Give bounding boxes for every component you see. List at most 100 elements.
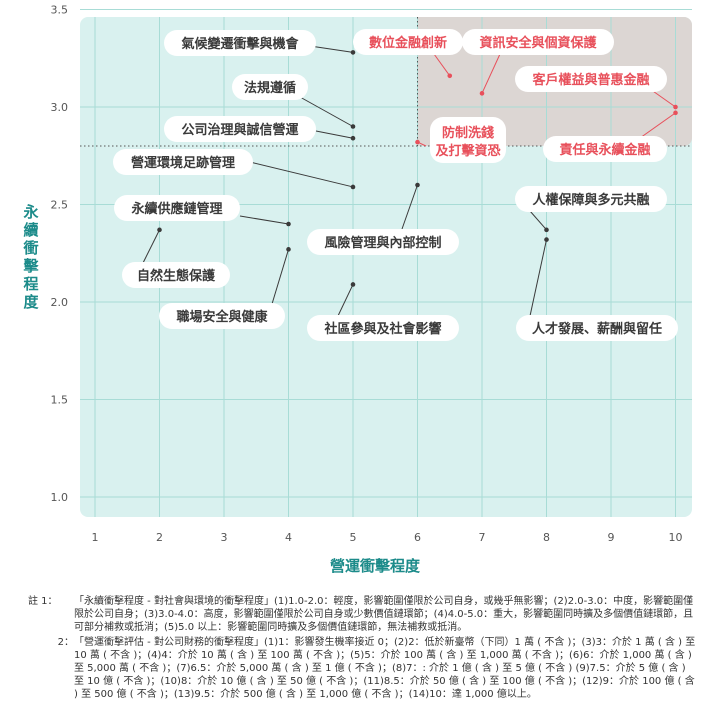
leader-line: [481, 53, 501, 94]
leader-line: [649, 88, 676, 108]
x-tick-label: 7: [479, 531, 486, 544]
x-tick-label: 6: [414, 531, 421, 544]
leader-line: [271, 249, 289, 305]
point-label: 社區參與及社會影響: [323, 321, 441, 337]
leader-line: [299, 96, 354, 127]
leader-line: [639, 112, 676, 139]
leader-line: [336, 284, 354, 319]
point-label-box: [516, 315, 678, 341]
data-point-group: 客戶權益與普惠金融: [515, 66, 678, 110]
data-point-group: 人權保障與多元共融: [515, 186, 667, 233]
x-tick-label: 2: [156, 531, 163, 544]
leader-line: [249, 161, 354, 188]
x-tick-label: 9: [608, 531, 615, 544]
point-label: 氣候變遷衝擊與機會: [181, 36, 299, 52]
leader-line: [142, 229, 160, 264]
footnotes: 註 1： 「永續衝擊程度 - 對社會與環境的衝擊程度」(1)1.0-2.0：輕度…: [28, 595, 696, 703]
point-label: 公司治理與誠信營運: [181, 122, 298, 138]
data-point: [673, 110, 678, 116]
point-label-box: [113, 149, 253, 175]
data-point-group: 風險管理與內部控制: [307, 182, 459, 255]
x-axis-label: 營運衝擊程度: [329, 557, 420, 575]
data-point: [447, 73, 453, 79]
data-point: [350, 135, 356, 141]
point-label: 自然生態保護: [137, 268, 216, 284]
y-axis-label-char: 續: [23, 221, 39, 239]
point-label: 及打擊資恐: [435, 143, 500, 159]
point-label-box: [114, 195, 240, 221]
point-label-box: [307, 229, 459, 255]
footnote-2: 2： 「營運衝擊評估 - 對公司財務的衝擊程度」(1)1：影響發生機率接近 0；…: [28, 636, 696, 702]
data-point-group: 公司治理與誠信營運: [164, 116, 356, 142]
point-label-box: [353, 29, 463, 55]
y-tick-label: 3.0: [51, 101, 69, 114]
data-point-group: 社區參與及社會影響: [307, 282, 459, 341]
data-point-group: 營運環境足跡管理: [113, 149, 356, 190]
point-label: 數位金融創新: [369, 35, 447, 51]
point-label: 風險管理與內部控制: [324, 235, 441, 251]
x-tick-label: 8: [543, 531, 550, 544]
y-tick-label: 1.0: [51, 491, 69, 504]
data-point: [673, 104, 678, 110]
point-label: 營運環境足跡管理: [131, 155, 235, 171]
footnote-2-number: 2：: [57, 636, 74, 648]
y-axis-label-char: 程: [23, 275, 39, 293]
point-label: 資訊安全與個資保護: [479, 35, 597, 51]
y-tick-label: 1.5: [51, 394, 69, 407]
point-label-box: [307, 315, 459, 341]
data-point: [544, 237, 549, 242]
y-tick-label: 3.5: [51, 4, 69, 17]
data-point-group: 職場安全與健康: [159, 247, 291, 329]
point-label: 人權保障與多元共融: [532, 192, 649, 208]
data-point-group: 法規遵循: [232, 74, 356, 129]
data-point: [415, 182, 420, 188]
data-point: [286, 247, 291, 252]
data-point: [350, 50, 356, 55]
point-label-box: [122, 262, 230, 288]
y-axis-label-char: 擊: [23, 257, 39, 275]
leader-line: [239, 215, 289, 225]
point-label-box: [462, 29, 614, 55]
point-label-box: [164, 30, 316, 56]
x-tick-label: 5: [350, 531, 357, 544]
materiality-chart: 1 2 3 4 5 6 7 8 9 10 1.0 1.5 2.0 2.5 3.0 3.5 氣候變遷衝擊與機會法規…: [51, 4, 692, 544]
data-point-group: 氣候變遷衝擊與機會: [164, 30, 356, 56]
data-point: [544, 227, 549, 233]
data-point: [350, 282, 356, 287]
y-axis-label-char: 永: [23, 203, 39, 221]
data-point: [415, 139, 420, 145]
x-tick-label: 1: [92, 531, 99, 544]
leader-line: [315, 130, 354, 139]
y-tick-label: 2.0: [51, 296, 69, 309]
footnote-1: 註 1： 「永續衝擊程度 - 對社會與環境的衝擊程度」(1)1.0-2.0：輕度…: [28, 595, 696, 635]
data-point-group: 資訊安全與個資保護: [462, 29, 614, 96]
leader-line: [529, 239, 547, 317]
point-label: 防制洗錢: [442, 125, 494, 141]
data-point: [350, 124, 356, 129]
point-label: 客戶權益與普惠金融: [532, 72, 649, 88]
point-label-box: [430, 117, 506, 163]
data-point: [286, 221, 291, 227]
point-label: 人才發展、薪酬與留任: [532, 321, 662, 337]
data-point-group: 責任與永續金融: [543, 110, 678, 162]
y-axis-label: 永續衝擊程度: [20, 203, 42, 311]
data-point: [479, 91, 485, 96]
point-label: 責任與永續金融: [559, 142, 650, 158]
point-label-box: [159, 303, 285, 329]
y-tick-label: 2.5: [51, 199, 69, 212]
data-point-group: 自然生態保護: [122, 227, 230, 288]
leader-line: [529, 210, 547, 231]
footnote-1-text: 「永續衝擊程度 - 對社會與環境的衝擊程度」(1)1.0-2.0：輕度，影響範圍…: [74, 596, 694, 634]
point-label: 永續供應鏈管理: [130, 201, 222, 217]
leader-line: [401, 184, 418, 230]
point-label-box: [164, 116, 316, 142]
data-point: [157, 227, 162, 233]
footnote-1-number: 註 1：: [28, 596, 58, 607]
leader-line: [433, 53, 451, 77]
y-axis-label-char: 度: [23, 293, 39, 311]
x-tick-label: 3: [221, 531, 228, 544]
data-point-group: 永續供應鏈管理: [114, 195, 291, 227]
point-label-box: [543, 136, 667, 162]
x-tick-label: 10: [669, 531, 683, 544]
